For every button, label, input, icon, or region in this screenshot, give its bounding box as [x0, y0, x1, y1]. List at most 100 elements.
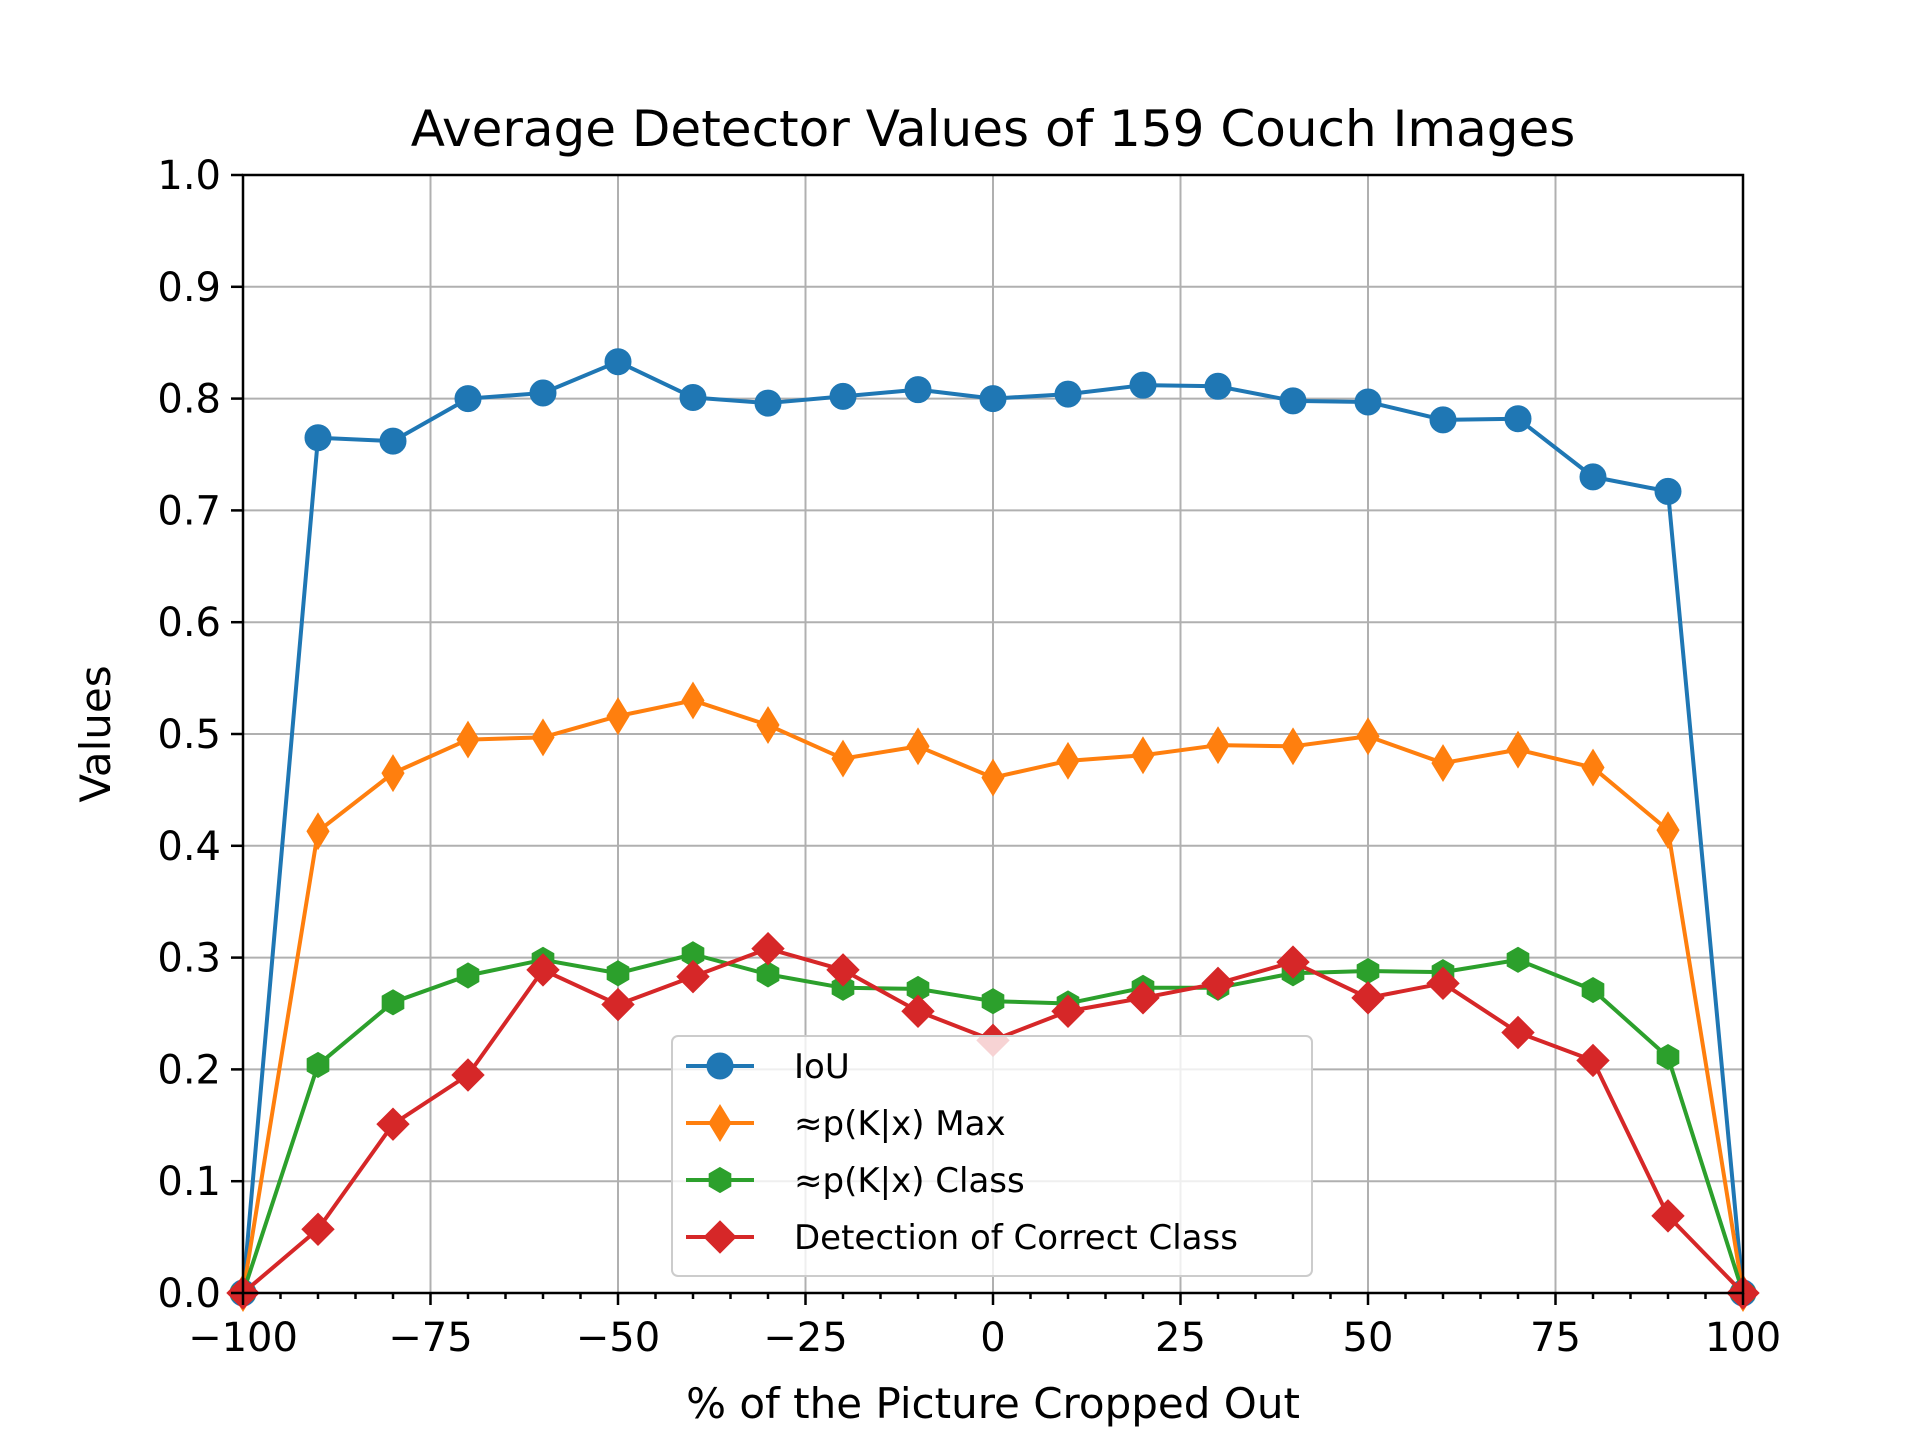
data-point-iou	[1354, 388, 1382, 416]
data-point-p-k-x-max	[1656, 811, 1680, 850]
data-point-iou	[754, 389, 782, 417]
y-tick-label: 0.5	[157, 712, 221, 758]
data-point-p-k-x-max	[831, 739, 855, 778]
data-point-iou	[1654, 477, 1682, 505]
data-point-iou	[1204, 372, 1232, 400]
data-point-detection-of-correct-class	[301, 1212, 335, 1246]
data-point-p-k-x-class	[1506, 946, 1530, 973]
x-axis-label: % of the Picture Cropped Out	[686, 1379, 1300, 1428]
data-point-detection-of-correct-class	[526, 953, 560, 987]
data-point-iou	[679, 383, 707, 411]
y-axis-label: Values	[71, 665, 120, 802]
data-point-iou	[454, 385, 482, 413]
data-point-iou	[1279, 387, 1307, 415]
data-point-iou	[1054, 380, 1082, 408]
data-point-p-k-x-max	[1506, 730, 1530, 769]
data-point-detection-of-correct-class	[1276, 945, 1310, 979]
legend-box	[671, 1035, 1313, 1277]
axes-ticks: −100 −75 −50 −25 0 25 50 75 100 0.0 0.1 0.2 0.3 0.4 0.…	[157, 153, 1781, 1361]
legend-label: ≈p(K|x) Max	[794, 1104, 1006, 1144]
data-point-p-k-x-max	[1281, 727, 1305, 766]
data-point-p-k-x-max	[531, 718, 555, 757]
data-point-iou	[1579, 463, 1607, 491]
x-tick-label: −75	[388, 1315, 472, 1361]
legend-swatch-marker	[703, 1220, 737, 1254]
data-point-p-k-x-max	[1131, 736, 1155, 775]
y-tick-label: 0.4	[157, 824, 221, 870]
legend-item-detection-of-correct-class: Detection of Correct Class	[686, 1218, 1238, 1258]
data-point-detection-of-correct-class	[1351, 981, 1385, 1015]
data-point-p-k-x-max	[381, 754, 405, 793]
x-tick-label: 25	[1155, 1315, 1206, 1361]
data-point-p-k-x-class	[606, 960, 630, 987]
data-point-p-k-x-max	[756, 706, 780, 745]
data-point-p-k-x-class	[981, 988, 1005, 1015]
x-tick-label: 75	[1530, 1315, 1581, 1361]
legend-swatch-marker	[708, 1104, 732, 1142]
y-tick-label: 0.0	[157, 1271, 221, 1317]
data-point-p-k-x-class	[456, 962, 480, 989]
data-point-iou	[979, 385, 1007, 413]
data-point-detection-of-correct-class	[1051, 994, 1085, 1028]
data-point-iou	[1429, 406, 1457, 434]
data-point-p-k-x-max	[456, 720, 480, 759]
legend-item-iou: IoU	[686, 1047, 850, 1087]
y-tick-label: 0.7	[157, 488, 221, 534]
x-tick-label: −25	[763, 1315, 847, 1361]
x-tick-label: 0	[980, 1315, 1005, 1361]
chart-title: Average Detector Values of 159 Couch Ima…	[411, 100, 1576, 158]
data-point-p-k-x-class	[1656, 1044, 1680, 1071]
x-tick-label: 50	[1343, 1315, 1394, 1361]
data-point-p-k-x-max	[306, 812, 330, 851]
y-tick-label: 0.9	[157, 265, 221, 311]
legend: IoU ≈p(K|x) Max ≈p(K|x) Class Detection of …	[671, 1035, 1313, 1277]
data-point-detection-of-correct-class	[676, 959, 710, 994]
x-tick-label: −100	[188, 1315, 298, 1361]
data-point-iou	[529, 379, 557, 407]
legend-item-p-k-x-class: ≈p(K|x) Class	[686, 1161, 1025, 1201]
data-point-detection-of-correct-class	[1651, 1199, 1685, 1233]
data-point-p-k-x-max	[681, 681, 705, 720]
legend-label: ≈p(K|x) Class	[794, 1161, 1025, 1201]
x-tick-label: −50	[576, 1315, 660, 1361]
data-point-p-k-x-class	[381, 989, 405, 1016]
data-point-iou	[904, 376, 932, 404]
data-point-detection-of-correct-class	[901, 994, 935, 1028]
data-point-iou	[829, 382, 857, 410]
data-point-p-k-x-max	[606, 697, 630, 736]
data-point-detection-of-correct-class	[1576, 1043, 1610, 1078]
data-point-p-k-x-class	[1581, 976, 1605, 1004]
data-point-detection-of-correct-class	[1426, 966, 1460, 1001]
plot-series	[226, 348, 1760, 1312]
data-point-iou	[1129, 371, 1157, 399]
y-tick-label: 0.8	[157, 377, 221, 423]
data-point-p-k-x-max	[1056, 741, 1080, 780]
data-point-detection-of-correct-class	[1126, 981, 1160, 1015]
data-point-iou	[379, 427, 407, 455]
y-tick-label: 0.2	[157, 1047, 221, 1093]
data-point-detection-of-correct-class	[601, 987, 635, 1022]
x-tick-label: 100	[1705, 1315, 1781, 1361]
legend-label: Detection of Correct Class	[794, 1218, 1238, 1258]
data-point-iou	[304, 424, 332, 452]
data-point-detection-of-correct-class	[1501, 1015, 1535, 1050]
data-point-p-k-x-max	[1356, 717, 1380, 756]
data-point-detection-of-correct-class	[451, 1058, 485, 1092]
y-tick-label: 0.3	[157, 936, 221, 982]
data-point-p-k-x-max	[906, 727, 930, 766]
data-point-p-k-x-max	[981, 758, 1005, 797]
series-p-k-x-class	[231, 941, 1755, 1307]
data-point-detection-of-correct-class	[751, 931, 785, 966]
legend-label: IoU	[794, 1047, 850, 1087]
data-point-p-k-x-class	[306, 1051, 330, 1079]
data-point-p-k-x-max	[1206, 726, 1230, 765]
legend-item-p-k-x-max: ≈p(K|x) Max	[686, 1104, 1006, 1144]
data-point-p-k-x-class	[831, 974, 855, 1001]
legend-swatch-marker	[708, 1166, 732, 1194]
data-point-p-k-x-max	[1431, 744, 1455, 783]
data-point-p-k-x-max	[1581, 748, 1605, 787]
y-tick-label: 0.1	[157, 1159, 221, 1205]
data-point-detection-of-correct-class	[376, 1107, 410, 1141]
y-tick-label: 0.6	[157, 600, 221, 646]
